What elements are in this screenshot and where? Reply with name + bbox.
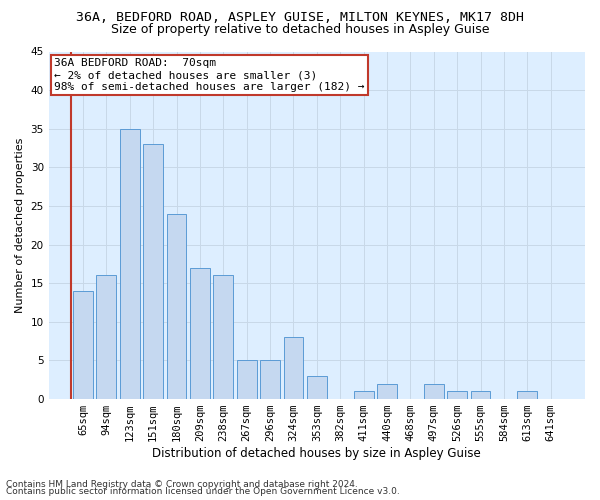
Text: 36A, BEDFORD ROAD, ASPLEY GUISE, MILTON KEYNES, MK17 8DH: 36A, BEDFORD ROAD, ASPLEY GUISE, MILTON … xyxy=(76,11,524,24)
Bar xyxy=(307,376,327,399)
Bar xyxy=(97,276,116,399)
Bar xyxy=(447,392,467,399)
Bar xyxy=(120,128,140,399)
Bar xyxy=(353,392,374,399)
Y-axis label: Number of detached properties: Number of detached properties xyxy=(15,138,25,313)
Bar xyxy=(167,214,187,399)
Bar xyxy=(284,338,304,399)
Text: 36A BEDFORD ROAD:  70sqm
← 2% of detached houses are smaller (3)
98% of semi-det: 36A BEDFORD ROAD: 70sqm ← 2% of detached… xyxy=(54,58,365,92)
Bar xyxy=(470,392,490,399)
Bar xyxy=(190,268,210,399)
Bar xyxy=(377,384,397,399)
Text: Contains public sector information licensed under the Open Government Licence v3: Contains public sector information licen… xyxy=(6,487,400,496)
Bar xyxy=(214,276,233,399)
Bar xyxy=(260,360,280,399)
Bar xyxy=(237,360,257,399)
Text: Contains HM Land Registry data © Crown copyright and database right 2024.: Contains HM Land Registry data © Crown c… xyxy=(6,480,358,489)
Bar xyxy=(143,144,163,399)
Bar xyxy=(424,384,443,399)
Text: Size of property relative to detached houses in Aspley Guise: Size of property relative to detached ho… xyxy=(111,22,489,36)
X-axis label: Distribution of detached houses by size in Aspley Guise: Distribution of detached houses by size … xyxy=(152,447,481,460)
Bar xyxy=(73,291,93,399)
Bar xyxy=(517,392,537,399)
